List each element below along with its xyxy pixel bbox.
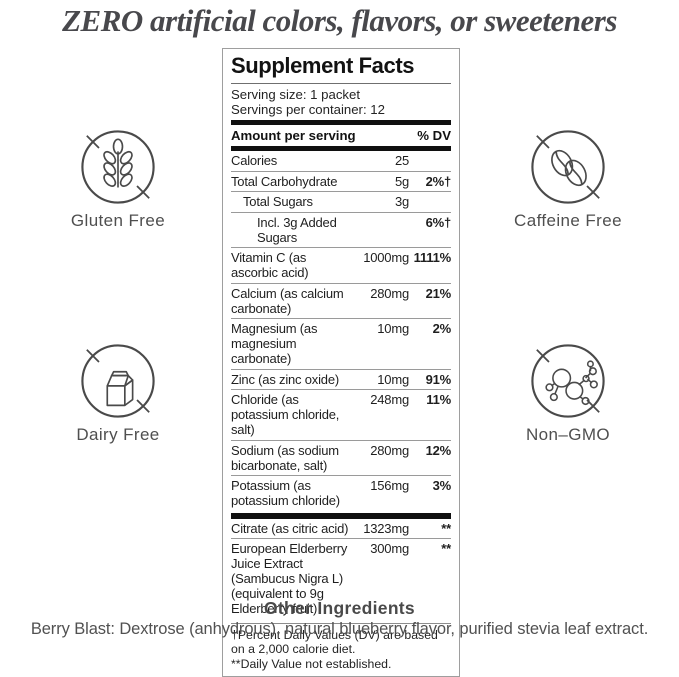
nutrient-dv: 12% [425,442,452,458]
nutrient-name: Magnesium (as magnesium carbonate) [231,321,318,366]
nutrient-amount: 280mg [370,442,409,458]
other-ingredients-text: Berry Blast: Dextrose (anhydrous), natur… [30,620,649,638]
nutrient-row-added-sugars: Incl. 3g Added Sugars 6%† [231,211,452,248]
nutrient-dv: 3% [432,478,452,493]
nutrient-name: Zinc (as zinc oxide) [231,371,339,387]
nutrient-name: Sodium (as sodium bicarbonate, salt) [231,442,339,473]
divider-bar [231,512,451,519]
nutrient-name: European Elderberry Juice Extract (Sambu… [231,541,348,616]
nutrient-row-chloride: Chloride (as potassium chloride, salt) 2… [231,389,451,440]
nutrient-dv: ** [441,541,451,556]
nutrient-amount: 10mg [377,371,409,387]
nutrient-dv: 1111% [413,250,452,265]
dv-header: % DV [417,128,451,143]
supplement-facts-panel: Supplement Facts Serving size: 1 packet … [222,48,460,677]
badge-gluten-free: Gluten Free [48,128,188,231]
servings-per-container: Servings per container: 12 [231,102,385,117]
column-header-row: Amount per serving % DV [231,125,451,146]
badge-label: Dairy Free [76,425,160,444]
nutrient-dv: ** [441,520,451,536]
nutrient-name: Total Carbohydrate [231,173,338,189]
nutrient-name: Chloride (as potassium chloride, salt) [231,392,340,437]
nutrient-amount: 248mg [370,392,409,407]
nutrient-row-potassium: Potassium (as potassium chloride) 156mg … [231,475,451,511]
nutrient-dv [409,194,451,209]
badge-label: Caffeine Free [514,211,622,230]
nutrient-name: Total Sugars [243,194,313,209]
nutrient-name: Calories [231,153,278,168]
milk-carton-icon [81,344,155,418]
nutrient-name: Citrate (as citric acid) [231,520,349,536]
nutrient-dv: 2%† [425,173,452,189]
molecule-icon [531,344,605,418]
other-ingredients-heading: Other Ingredients [264,598,415,618]
nutrient-dv: 91% [425,371,452,387]
nutrient-row-total-sugars: Total Sugars 3g [231,191,451,212]
nutrient-dv: 11% [426,392,451,407]
wheat-icon [81,130,155,204]
coffee-beans-icon [531,130,605,204]
panel-title: Supplement Facts [231,53,451,84]
nutrient-amount: 1000mg [363,250,409,265]
nutrient-amount: 5g [394,173,409,189]
nutrient-row-calcium: Calcium (as calcium carbonate) 280mg 21% [231,282,452,319]
badge-dairy-free: Dairy Free [48,342,188,445]
nutrient-amount: 156mg [370,478,409,493]
nutrient-dv [409,153,451,168]
nutrient-row-elderberry: European Elderberry Juice Extract (Sambu… [231,538,451,619]
badge-label: Non–GMO [525,425,611,444]
badge-non-gmo: Non–GMO [498,342,638,445]
divider-bar [231,146,451,151]
nutrient-amount: 1323mg [363,520,409,536]
nutrient-amount: 3g [394,194,409,209]
badge-caffeine-free: Caffeine Free [498,128,638,231]
nutrient-dv: 21% [425,285,452,301]
nutrient-amount: 280mg [370,285,409,301]
nutrient-row-vitamin-c: Vitamin C (as ascorbic acid) 1000mg 1111… [231,247,451,283]
nutrient-row-sodium: Sodium (as sodium bicarbonate, salt) 280… [231,439,452,476]
nutrient-amount: 300mg [370,541,409,556]
headline-zero-artificial: ZERO artificial colors, flavors, or swee… [62,3,617,38]
nutrient-amount [351,215,409,245]
nutrient-row-zinc: Zinc (as zinc oxide) 10mg 91% [231,368,452,390]
nutrient-row-magnesium: Magnesium (as magnesium carbonate) 10mg … [231,318,451,369]
nutrient-name: Incl. 3g Added Sugars [257,214,337,245]
nutrient-amount: 25 [394,153,409,168]
nutrient-row-total-carbohydrate: Total Carbohydrate 5g 2%† [231,170,452,192]
divider-bar [231,120,451,125]
amount-per-serving-header: Amount per serving [231,128,356,143]
nutrient-name: Potassium (as potassium chloride) [231,478,340,508]
nutrient-name: Calcium (as calcium carbonate) [231,285,344,316]
footnote-not-established: **Daily Value not established. [231,656,392,671]
nutrient-row-citrate: Citrate (as citric acid) 1323mg ** [231,519,451,539]
serving-size: Serving size: 1 packet [231,87,361,102]
nutrient-amount: 10mg [377,321,409,336]
nutrient-name: Vitamin C (as ascorbic acid) [231,250,309,280]
nutrient-row-calories: Calories 25 [231,151,451,171]
nutrient-dv: 2% [432,321,452,336]
nutrient-dv: 6%† [425,214,452,230]
badge-label: Gluten Free [70,211,166,230]
